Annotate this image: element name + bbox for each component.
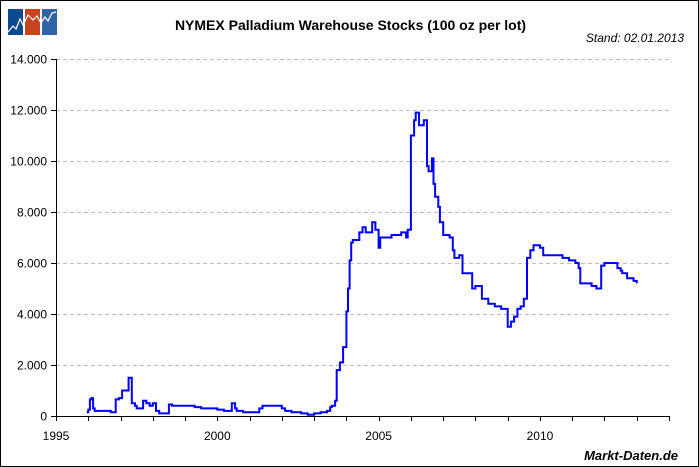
brand-label: Markt-Daten.de [584, 448, 678, 463]
date-stamp: Stand: 02.01.2013 [585, 31, 684, 45]
logo-block-3 [42, 9, 57, 35]
y-tick-label: 8.000 [17, 206, 47, 220]
y-axis-ticks: 0 2.000 4.000 6.000 8.000 10.000 12.000 14.000 [10, 53, 56, 424]
y-tick-label: 12.000 [10, 104, 47, 118]
y-gridlines [56, 59, 669, 366]
x-tick-label: 2010 [527, 429, 554, 443]
y-tick-label: 0 [40, 410, 47, 424]
y-tick-label: 4.000 [17, 308, 47, 322]
x-tick-label: 1995 [43, 429, 70, 443]
y-tick-label: 2.000 [17, 359, 47, 373]
markt-daten-logo [8, 9, 57, 35]
logo-zigzag-icon [8, 11, 57, 33]
x-axis-ticks: 1995 2000 2005 2010 [43, 416, 670, 443]
y-tick-label: 10.000 [10, 155, 47, 169]
data-line-palladium-stocks [86, 111, 638, 416]
chart-title: NYMEX Palladium Warehouse Stocks (100 oz… [174, 17, 527, 33]
logo-block-1 [8, 9, 23, 35]
x-tick-label: 2005 [365, 429, 392, 443]
x-tick-label: 2000 [204, 429, 231, 443]
axes [56, 59, 670, 417]
y-tick-label: 6.000 [17, 257, 47, 271]
y-tick-label: 14.000 [10, 53, 47, 67]
